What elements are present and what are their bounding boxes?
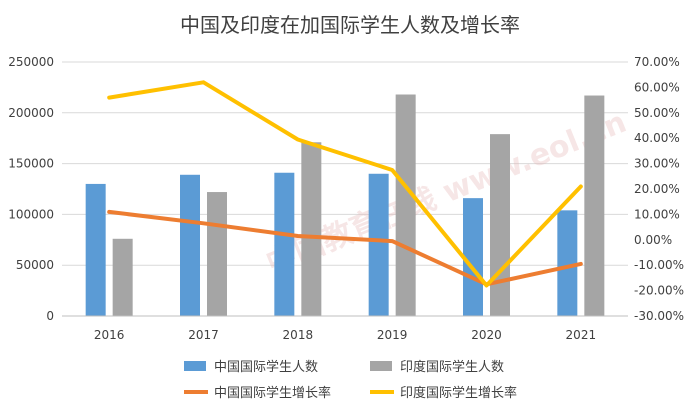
legend-label: 中国国际学生增长率 (214, 385, 331, 401)
bar (490, 134, 510, 316)
left-axis-tick-label: 150000 (8, 157, 54, 171)
left-axis-tick-label: 0 (46, 309, 54, 323)
right-axis-tick-label: 50.00% (634, 106, 680, 120)
chart-title: 中国及印度在加国际学生人数及增长率 (180, 13, 520, 37)
bar (180, 174, 200, 316)
x-axis-tick-label: 2019 (377, 328, 408, 342)
right-axis-tick-label: 30.00% (634, 157, 680, 171)
gridlines (62, 61, 628, 266)
bar (557, 210, 578, 316)
right-axis-tick-label: 10.00% (634, 207, 680, 221)
right-axis-tick-label: 60.00% (634, 80, 680, 94)
right-axis-tick-label: 70.00% (634, 55, 680, 69)
axes: 0 50000 100000 150000 200000 250000 -30.00% -20… (8, 55, 684, 342)
bar (274, 172, 295, 316)
x-axis-tick-label: 2021 (566, 328, 597, 342)
bar (395, 94, 416, 317)
line-series (107, 80, 583, 288)
series-line (107, 209, 583, 287)
right-axis-tick-label: 0.00% (634, 233, 672, 247)
right-axis-tick-label: -20.00% (634, 284, 684, 298)
x-axis-tick-label: 2020 (471, 328, 502, 342)
x-axis-tick-label: 2016 (94, 328, 125, 342)
left-axis-tick-label: 100000 (8, 207, 54, 221)
bar (301, 142, 322, 316)
x-axis-tick-label: 2018 (283, 328, 314, 342)
bar (584, 95, 605, 316)
legend-label: 印度国际学生增长率 (400, 385, 517, 401)
right-axis-tick-label: -30.00% (634, 309, 684, 323)
left-axis-tick-label: 200000 (8, 106, 54, 120)
bar-series (85, 94, 605, 317)
bar (463, 198, 483, 316)
bar (112, 238, 133, 316)
right-axis-tick-label: 20.00% (634, 182, 680, 196)
left-axis-tick-label: 250000 (8, 55, 54, 69)
legend-label: 印度国际学生人数 (400, 359, 504, 375)
bar (368, 173, 389, 316)
legend-swatch (184, 361, 206, 371)
x-axis-tick-label: 2017 (188, 328, 219, 342)
legend-label: 中国国际学生人数 (214, 359, 318, 375)
right-axis-tick-label: -10.00% (634, 258, 684, 272)
series-line (107, 80, 583, 288)
right-axis-tick-label: 40.00% (634, 131, 680, 145)
legend-swatch (370, 361, 392, 371)
left-axis-tick-label: 50000 (16, 258, 54, 272)
bar (207, 192, 227, 316)
bar (85, 183, 106, 316)
